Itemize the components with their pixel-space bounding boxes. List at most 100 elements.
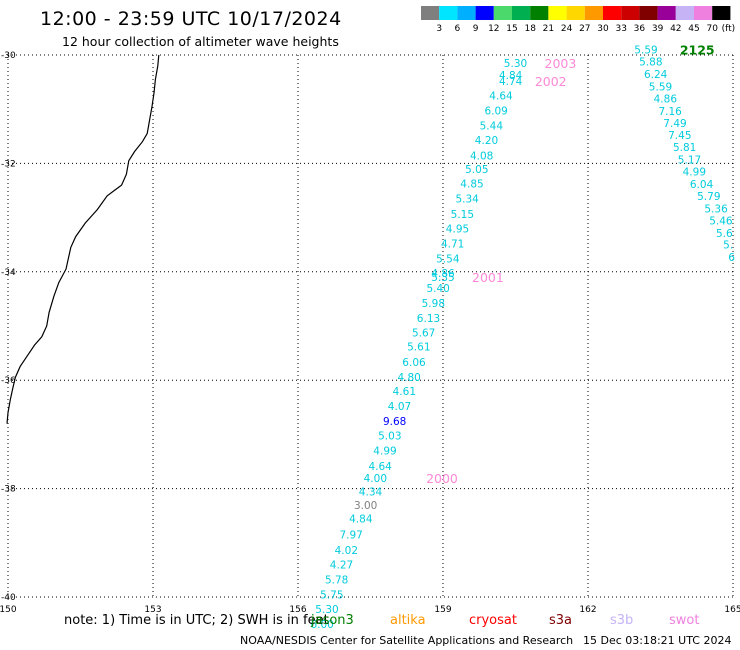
scale-label: 36 [634,24,646,34]
swh-label-track-a: 4.64 [368,461,392,473]
scale-swatch [657,6,676,20]
swh-label-track-a: 5.75 [320,589,343,601]
swh-label-track-a: 4.34 [359,486,383,498]
scale-swatch [566,6,585,20]
lat-tick-label: -40 [1,593,16,603]
swh-label-track-b: 5.88 [639,57,662,69]
swh-label-track-a: 5.78 [325,575,348,587]
lat-tick-label: -32 [1,159,16,169]
pass-time-label: 2003 [545,56,577,71]
swh-label-track-a: 5.61 [407,342,430,354]
swh-label-track-a: 4.00 [364,473,387,485]
scale-swatch [694,6,713,20]
swh-label-track-a: 4.85 [460,178,483,190]
scale-unit-label: (ft) [722,24,736,34]
scale-swatch [421,6,440,20]
swh-label-track-b: 5.6 [716,228,733,240]
swh-label-track-b: 5. [723,240,733,252]
lat-tick-label: -30 [1,51,16,61]
satellite-legend-s3a: s3a [549,613,573,628]
scale-label: 21 [543,24,554,34]
swh-label-track-a: 5.35 [431,272,454,284]
swh-label-track-a: 3.00 [354,500,377,512]
swh-label-track-a: 5.03 [378,430,401,442]
swh-label-track-a: 5.98 [422,298,445,310]
scale-label: 33 [615,24,626,34]
lon-tick-label: 156 [289,605,306,615]
pass-time-label: 2125 [680,43,715,58]
swh-label-track-a: 5.54 [436,253,460,265]
satellite-legend-swot: swot [669,613,700,628]
swh-label-track-a: 9.68 [383,416,406,428]
swh-label-track-b: 5.59 [649,81,672,93]
lon-tick-label: 162 [579,605,596,615]
swh-label-track-b: 7.16 [658,106,682,118]
scale-label: 70 [706,24,718,34]
swh-label-track-a: 5.44 [480,120,504,132]
swh-label-track-a: 6.13 [417,313,440,325]
swh-label-track-a: 4.71 [441,239,464,251]
scale-swatch [530,6,549,20]
swh-label-track-a: 4.64 [489,91,513,103]
scale-swatch [548,6,567,20]
scale-swatch [603,6,622,20]
pass-time-label: 2000 [426,471,458,486]
swh-label-track-a: 5.15 [451,209,474,221]
swh-label-track-a: 5.40 [426,283,449,295]
satellite-legend-cryosat: cryosat [469,613,517,628]
scale-label: 39 [652,24,664,34]
pass-time-label: 2001 [472,270,504,285]
swh-label-track-b: 5.17 [678,155,701,167]
scale-label: 15 [506,24,517,34]
scale-label: 9 [473,24,479,34]
swh-label-track-a: 4.61 [393,386,416,398]
scale-label: 12 [488,24,499,34]
swh-label-track-a: 4.84 [499,70,523,82]
swh-label-track-a: 4.80 [397,372,420,384]
satellite-legend-altika: altika [390,613,426,628]
swh-label-track-a: 5.34 [455,194,479,206]
scale-label: 42 [670,24,681,34]
scale-swatch [584,6,603,20]
swh-label-track-a: 4.74 [499,76,523,88]
swh-label-track-a: 5.05 [465,164,488,176]
scale-swatch [675,6,694,20]
wave-height-color-scale: 3 6 9 12 15 18 21 24 27 30 33 36 39 42 45 70 (ft) [421,6,736,34]
swh-label-track-b: 6.24 [644,69,668,81]
swh-label-track-a: 5.30 [315,604,338,616]
scale-swatch [475,6,494,20]
swh-label-track-a: 6.06 [402,357,426,369]
scale-label: 3 [436,24,442,34]
scale-label: 18 [524,24,536,34]
map-title: 12:00 - 23:59 UTC 10/17/2024 [40,8,342,30]
swh-label-track-b: 5.59 [634,45,657,57]
swh-label-track-a: 5.30 [504,58,527,70]
scale-label: 27 [579,24,590,34]
swh-label-track-b: 7.49 [663,118,686,130]
lon-tick-label: 153 [144,605,161,615]
swh-label-track-a: 4.27 [330,559,353,571]
swh-label-track-a: 4.99 [373,446,396,458]
scale-swatch [639,6,658,20]
swh-label-track-b: 6.04 [690,179,714,191]
scale-swatch [493,6,512,20]
map-subtitle: 12 hour collection of altimeter wave hei… [62,34,339,49]
scale-swatch [712,6,731,20]
satellite-legend-s3b: s3b [610,613,634,628]
pass-time-label: 2002 [535,74,567,89]
lon-tick-label: 159 [434,605,451,615]
swh-label-track-a: 5.67 [412,328,435,340]
lon-tick-label: 165 [724,605,740,615]
scale-label: 6 [455,24,461,34]
scale-label: 24 [561,24,573,34]
scale-swatch [439,6,458,20]
lat-tick-label: -36 [1,376,16,386]
swh-label-track-b: 5.79 [697,191,720,203]
swh-label-track-b: 5.81 [673,142,696,154]
scale-swatch [457,6,476,20]
coastline [6,54,160,424]
scale-label: 45 [688,24,699,34]
swh-label-track-a: 4.08 [470,150,493,162]
swh-label-track-a: 4.07 [388,401,411,413]
